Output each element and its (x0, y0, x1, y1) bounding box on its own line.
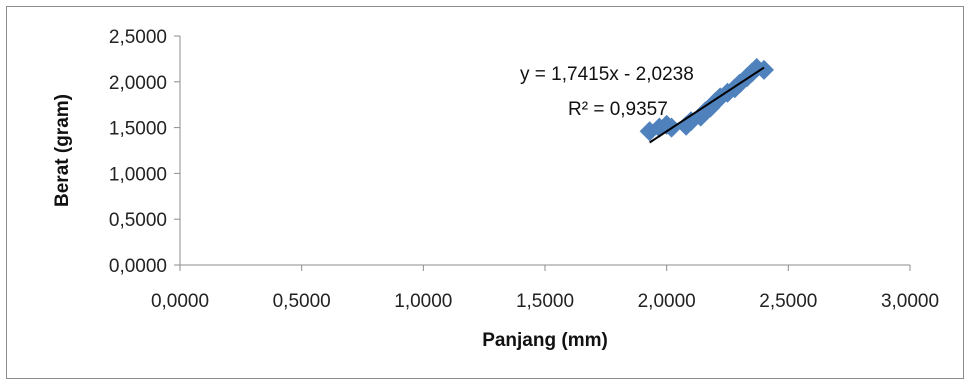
y-axis-title: Berat (gram) (52, 94, 73, 207)
y-tick-label: 1,5000 (109, 119, 167, 140)
x-tick-label: 1,5000 (516, 291, 574, 312)
x-tick-label: 2,5000 (759, 291, 817, 312)
r-squared-label: R² = 0,9357 (568, 99, 668, 120)
x-tick-label: 0,0000 (151, 291, 209, 312)
y-tick-label: 1,0000 (109, 164, 167, 185)
x-tick-label: 3,0000 (881, 291, 939, 312)
trendline-equation: y = 1,7415x - 2,0238 (520, 64, 694, 85)
x-tick-label: 2,0000 (638, 291, 696, 312)
x-tick-label: 0,5000 (273, 291, 331, 312)
chart-frame (6, 6, 964, 379)
data-point (754, 59, 774, 80)
x-tick-label: 1,0000 (394, 291, 452, 312)
y-tick-label: 0,0000 (109, 256, 167, 277)
x-axis-title: Panjang (mm) (482, 330, 608, 351)
y-tick-label: 0,5000 (109, 210, 167, 231)
trendline (649, 66, 765, 144)
y-tick-label: 2,5000 (109, 27, 167, 48)
data-point (639, 121, 660, 142)
y-tick-label: 2,0000 (109, 73, 167, 94)
